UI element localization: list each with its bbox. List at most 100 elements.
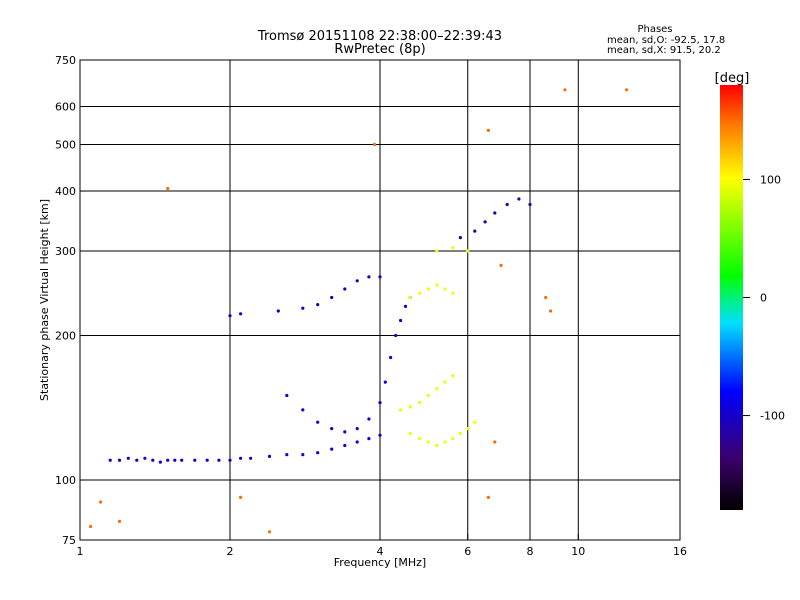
data-point (399, 318, 403, 323)
data-point (367, 417, 371, 421)
data-point (276, 309, 280, 313)
data-point (316, 451, 320, 455)
data-point (408, 431, 412, 436)
data-point (267, 454, 272, 458)
data-point (493, 211, 497, 215)
data-point (343, 430, 347, 434)
data-point (435, 249, 439, 253)
chart-title: Tromsø 20151108 22:38:00–22:39:43 (257, 29, 502, 44)
x-axis-title: Frequency [MHz] (334, 556, 426, 569)
data-point (458, 236, 462, 240)
x-tick-label: 6 (464, 545, 471, 558)
data-point (285, 453, 289, 457)
y-tick-label: 400 (55, 185, 76, 198)
data-point (451, 291, 455, 295)
x-tick-label: 16 (673, 545, 687, 558)
data-point (217, 458, 221, 462)
y-tick-label: 750 (55, 54, 76, 67)
data-point (466, 249, 470, 253)
data-point (417, 291, 422, 295)
data-point (403, 304, 408, 308)
data-point (126, 456, 130, 460)
data-point (367, 275, 371, 279)
data-point (316, 420, 320, 424)
data-point (301, 408, 305, 412)
data-point (549, 309, 553, 313)
data-point (166, 458, 170, 462)
data-point (517, 197, 521, 201)
data-point (301, 453, 305, 457)
data-point (239, 495, 243, 499)
y-tick-label: 300 (55, 245, 76, 258)
chart-subtitle: RwPretec (8p) (334, 42, 425, 57)
data-point (316, 303, 320, 307)
data-point (355, 440, 359, 444)
data-point (378, 401, 382, 405)
data-point (426, 393, 430, 398)
data-point (451, 246, 455, 250)
x-tick-label: 8 (527, 545, 534, 558)
y-tick-label: 600 (55, 101, 76, 114)
data-point (239, 312, 243, 316)
data-point (389, 355, 393, 360)
data-point (249, 456, 253, 460)
data-point (451, 374, 455, 378)
y-tick-label: 200 (55, 330, 76, 343)
data-points (89, 88, 629, 534)
data-point (193, 458, 197, 462)
y-axis-title: Stationary phase Virtual Height [km] (38, 199, 51, 401)
data-point (435, 283, 439, 287)
data-point (451, 437, 455, 441)
data-point (493, 440, 497, 444)
y-tick-label: 75 (62, 534, 76, 547)
data-point (483, 220, 487, 224)
data-point (426, 440, 430, 444)
data-point (301, 306, 305, 310)
data-point (285, 393, 289, 398)
data-point (417, 401, 422, 405)
data-point (394, 333, 398, 338)
phase-x-stats: mean, sd,X: 91.5, 20.2 (607, 45, 721, 56)
data-point (383, 380, 387, 384)
colorbar-tick-label: 0 (760, 292, 767, 305)
data-point (443, 380, 447, 384)
data-point (267, 530, 272, 534)
data-point (378, 275, 382, 279)
data-point (528, 202, 532, 207)
y-tick-label: 100 (55, 474, 76, 487)
data-point (228, 314, 232, 318)
data-point (173, 458, 177, 462)
data-point (443, 440, 447, 444)
data-point (367, 437, 371, 441)
data-point (408, 405, 412, 409)
data-point (330, 295, 334, 300)
data-point (544, 295, 548, 300)
data-point (343, 287, 347, 291)
data-point (151, 458, 155, 462)
x-tick-label: 4 (377, 545, 384, 558)
data-point (399, 408, 403, 412)
phase-o-stats: mean, sd,O: -92.5, 17.8 (607, 35, 725, 46)
data-point (89, 524, 93, 529)
data-point (372, 142, 377, 147)
data-point (330, 447, 334, 451)
data-point (355, 279, 359, 283)
colorbar-tick-label: 100 (760, 173, 781, 186)
data-point (117, 519, 122, 524)
data-point (443, 287, 447, 291)
phases-header: Phases (637, 24, 672, 35)
x-axis-ticks: 1 2 4 6 8 10 16 (77, 534, 687, 558)
data-point (143, 456, 147, 460)
data-point (486, 495, 490, 499)
data-point (117, 458, 122, 462)
data-point (473, 420, 477, 424)
data-point (417, 437, 422, 441)
data-point (458, 431, 462, 436)
colorbar-label: [deg] (715, 71, 750, 86)
x-tick-label: 10 (571, 545, 585, 558)
data-point (108, 458, 112, 462)
data-point (563, 88, 567, 92)
data-point (408, 295, 412, 300)
data-point (625, 88, 629, 92)
